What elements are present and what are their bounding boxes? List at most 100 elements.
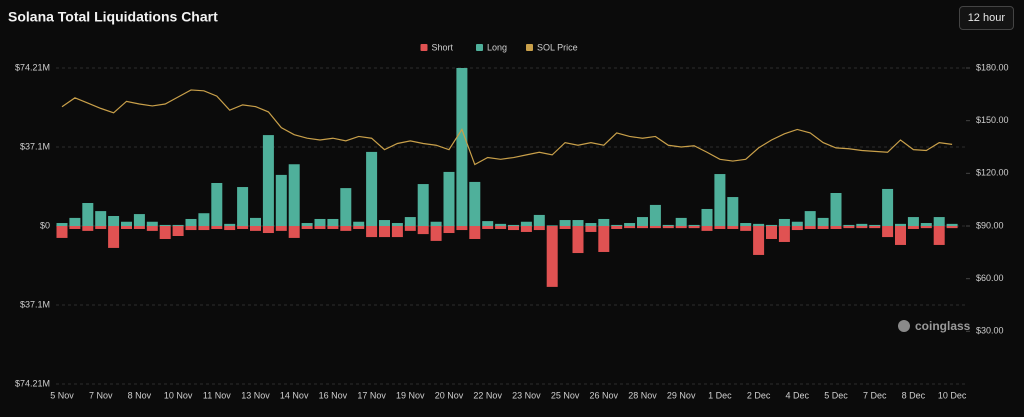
bar: [404, 217, 416, 226]
bar: [95, 211, 107, 226]
bar: [69, 217, 81, 226]
bar: [456, 68, 468, 226]
bar: [211, 226, 223, 229]
bar: [404, 226, 416, 231]
bar: [611, 226, 623, 229]
x-tick-label: 2 Dec: [747, 390, 771, 400]
bar: [675, 217, 687, 226]
bar: [753, 223, 765, 226]
bar: [572, 220, 584, 226]
bar: [443, 171, 455, 226]
bar: [869, 226, 881, 229]
bar: [366, 226, 378, 238]
bar: [662, 224, 674, 226]
bar: [804, 226, 816, 229]
bar: [508, 226, 519, 231]
bar: [391, 223, 403, 226]
bar: [933, 226, 945, 245]
bar: [766, 226, 777, 239]
bar: [172, 226, 184, 237]
bar: [275, 174, 287, 226]
bar: [585, 223, 597, 226]
bar: [946, 223, 958, 226]
bar: [520, 221, 532, 226]
bar: [69, 226, 81, 229]
bar: [275, 226, 287, 231]
bar: [443, 226, 455, 234]
bar: [933, 217, 945, 226]
bar: [301, 223, 313, 226]
x-tick-label: 13 Nov: [241, 390, 270, 400]
bar: [882, 226, 894, 238]
legend-swatch: [526, 44, 533, 51]
y2-tick-label: $90.00: [976, 220, 1004, 230]
bar: [637, 217, 648, 226]
bar: [185, 226, 197, 231]
bar: [920, 223, 932, 226]
bar: [753, 226, 765, 255]
interval-button[interactable]: 12 hour: [958, 6, 1014, 30]
bar: [250, 226, 261, 231]
x-tick-label: 28 Nov: [628, 390, 657, 400]
bar: [598, 226, 610, 252]
bar: [701, 208, 713, 226]
y-tick-label: $0: [40, 220, 50, 230]
bar: [301, 226, 313, 229]
bar: [946, 226, 958, 229]
bar: [830, 192, 842, 226]
bar: [288, 164, 300, 226]
bar: [546, 226, 558, 287]
watermark-text: coinglass: [915, 319, 971, 333]
bar: [585, 226, 597, 232]
bar: [417, 184, 429, 226]
bar: [262, 135, 274, 226]
x-tick-label: 8 Dec: [902, 390, 926, 400]
bar: [856, 226, 868, 229]
bar: [133, 214, 145, 226]
bar: [314, 218, 326, 226]
bar: [482, 226, 494, 229]
y2-tick-label: $60.00: [976, 273, 1004, 283]
x-tick-label: 10 Nov: [164, 390, 193, 400]
bar: [882, 188, 894, 226]
bar: [778, 226, 790, 242]
bar: [766, 224, 777, 226]
x-tick-label: 5 Dec: [824, 390, 848, 400]
x-tick-label: 25 Nov: [551, 390, 580, 400]
x-tick-label: 10 Dec: [938, 390, 967, 400]
bar: [533, 214, 545, 226]
bar: [675, 226, 687, 229]
bar: [714, 174, 726, 226]
bar: [353, 226, 365, 229]
bar: [379, 220, 390, 226]
bar: [624, 223, 636, 226]
bar: [314, 226, 326, 229]
bar: [456, 226, 468, 231]
bar: [649, 204, 661, 226]
bar: [598, 218, 610, 226]
bar: [495, 226, 507, 229]
bar: [843, 224, 855, 226]
bar: [469, 181, 481, 226]
bar: [624, 226, 636, 229]
bar: [56, 223, 68, 226]
bar: [817, 226, 829, 229]
y-tick-label: $74.21M: [15, 378, 50, 388]
bar: [391, 226, 403, 238]
bar: [211, 182, 223, 226]
bar: [430, 226, 442, 241]
bar: [198, 226, 210, 231]
x-tick-label: 17 Nov: [357, 390, 386, 400]
legend-swatch: [420, 44, 428, 51]
x-tick-label: 7 Dec: [863, 390, 887, 400]
legend-label: Long: [487, 42, 507, 52]
bar: [508, 224, 519, 226]
bar: [417, 226, 429, 235]
bar: [740, 223, 752, 226]
bar: [856, 223, 868, 226]
bar: [353, 221, 365, 226]
bar: [340, 188, 352, 226]
bar: [688, 226, 700, 229]
x-tick-label: 20 Nov: [435, 390, 464, 400]
